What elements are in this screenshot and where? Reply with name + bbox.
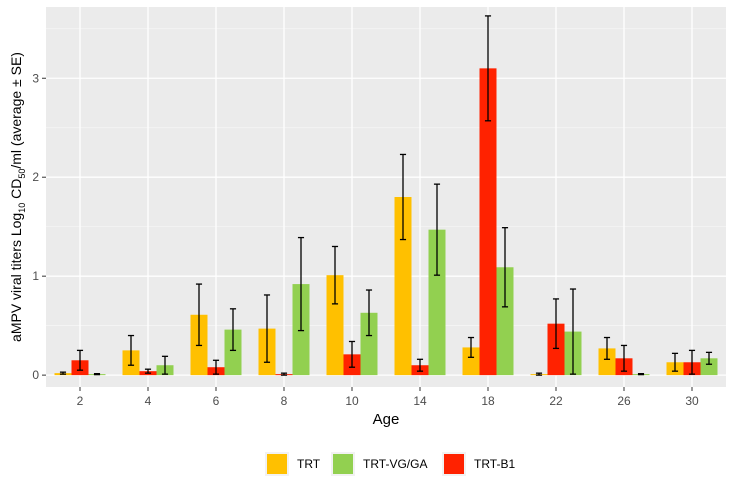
grid-minor (46, 28, 726, 326)
bar (700, 358, 718, 376)
legend: TRT TRT-VG/GA TRT-B1 (265, 452, 515, 476)
y-axis-title-mid: CD (8, 179, 24, 203)
x-axis-title: Age (373, 411, 400, 428)
bar (394, 197, 412, 376)
bar (224, 329, 242, 376)
legend-label: TRT-B1 (474, 457, 515, 471)
x-tick-label: 30 (685, 394, 699, 408)
x-tick-label: 22 (549, 394, 563, 408)
legend-label: TRT-VG/GA (363, 457, 427, 471)
legend-key (333, 454, 353, 474)
x-tick-label: 26 (617, 394, 631, 408)
x-axis: 2 4 6 8 10 14 18 22 26 30 (77, 387, 699, 408)
x-tick-label: 4 (145, 394, 152, 408)
y-axis-title-sub1: 10 (17, 203, 27, 213)
legend-key (444, 454, 464, 474)
x-tick-label: 8 (281, 394, 288, 408)
y-axis: 0 1 2 3 (32, 71, 46, 382)
y-axis-title-sub2: 50 (17, 169, 27, 179)
y-tick-label: 1 (32, 269, 39, 283)
legend-key (267, 454, 287, 474)
y-tick-label: 0 (32, 368, 39, 382)
x-tick-label: 14 (413, 394, 427, 408)
bar (496, 267, 514, 376)
error-bars-layer (59, 15, 713, 376)
plot-panel (46, 7, 726, 387)
x-tick-label: 6 (213, 394, 220, 408)
y-tick-label: 2 (32, 170, 39, 184)
bar (360, 312, 378, 376)
y-axis-title-prefix: aMPV viral titers Log (8, 213, 24, 342)
bar (462, 347, 480, 376)
x-tick-label: 2 (77, 394, 84, 408)
y-axis-title-suffix: /ml (average ± SE) (8, 52, 24, 169)
x-tick-label: 10 (345, 394, 359, 408)
bar (428, 229, 446, 376)
bar (547, 323, 565, 376)
bar (598, 348, 616, 376)
y-tick-label: 3 (32, 71, 39, 85)
bar (326, 275, 344, 376)
x-tick-label: 18 (481, 394, 495, 408)
bar (479, 68, 497, 376)
y-axis-title: aMPV viral titers Log10 CD50/ml (average… (8, 52, 27, 342)
legend-label: TRT (297, 457, 321, 471)
